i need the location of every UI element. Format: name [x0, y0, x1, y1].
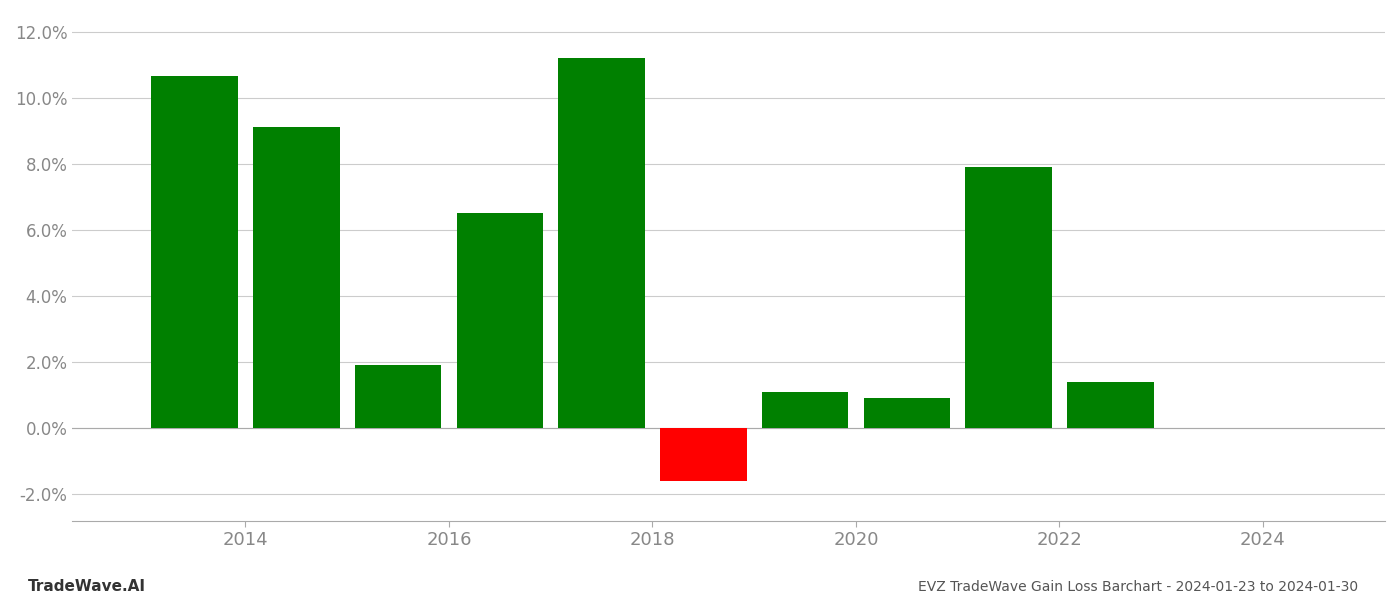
- Bar: [1067, 382, 1154, 428]
- Bar: [253, 127, 340, 428]
- Bar: [456, 213, 543, 428]
- Bar: [864, 398, 951, 428]
- Text: EVZ TradeWave Gain Loss Barchart - 2024-01-23 to 2024-01-30: EVZ TradeWave Gain Loss Barchart - 2024-…: [918, 580, 1358, 594]
- Bar: [966, 167, 1051, 428]
- Bar: [762, 392, 848, 428]
- Text: TradeWave.AI: TradeWave.AI: [28, 579, 146, 594]
- Bar: [559, 58, 645, 428]
- Bar: [151, 76, 238, 428]
- Bar: [659, 428, 746, 481]
- Bar: [354, 365, 441, 428]
